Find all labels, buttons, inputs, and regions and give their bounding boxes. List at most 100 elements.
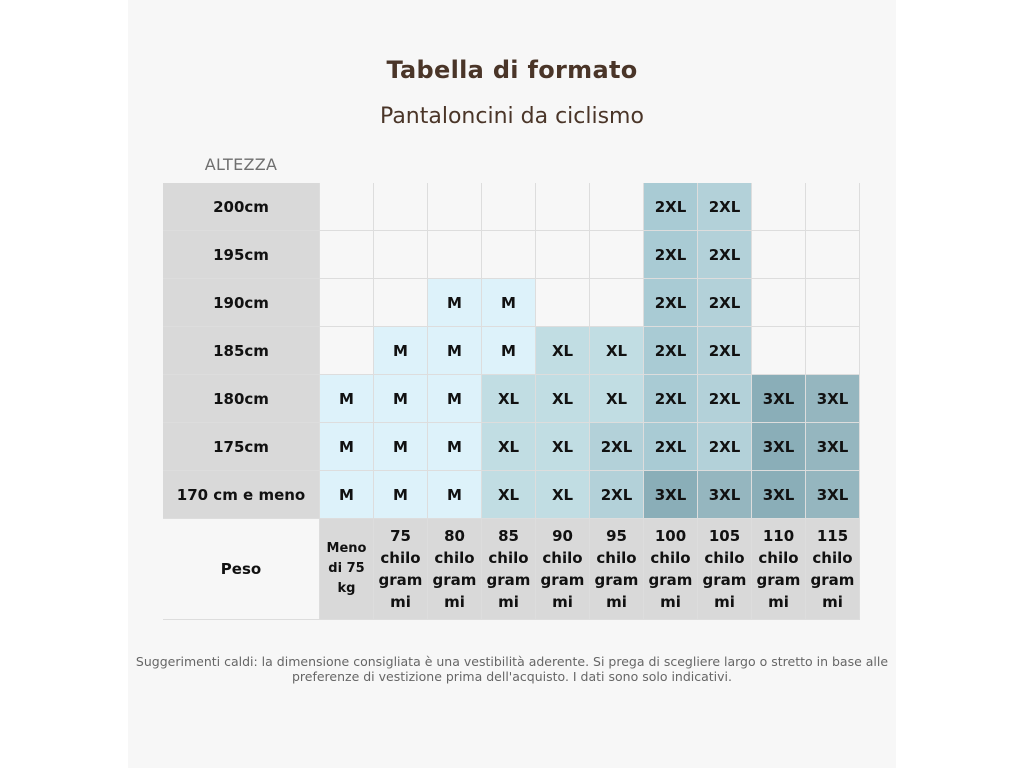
- weight-label: 105 chilo gram mi: [697, 518, 752, 620]
- size-cell: 2XL: [697, 183, 752, 231]
- size-cell: M: [373, 422, 428, 471]
- height-label: 170 cm e meno: [163, 470, 320, 519]
- size-cell: M: [427, 422, 482, 471]
- height-label: 180cm: [163, 374, 320, 423]
- height-label: 185cm: [163, 326, 320, 375]
- size-cell: M: [427, 278, 482, 327]
- height-label: 195cm: [163, 230, 320, 279]
- size-cell: 2XL: [697, 326, 752, 375]
- size-cell: 3XL: [751, 422, 806, 471]
- footnote: Suggerimenti caldi: la dimensione consig…: [135, 654, 889, 684]
- size-cell: 3XL: [805, 374, 860, 423]
- size-cell: 2XL: [643, 230, 698, 279]
- weight-label: 100 chilo gram mi: [643, 518, 698, 620]
- size-cell: XL: [589, 326, 644, 375]
- size-cell: [535, 278, 590, 327]
- size-cell: XL: [535, 470, 590, 519]
- height-label: 190cm: [163, 278, 320, 327]
- size-cell: 2XL: [643, 183, 698, 231]
- size-cell: [535, 230, 590, 279]
- weight-label: 90 chilo gram mi: [535, 518, 590, 620]
- size-cell: [805, 183, 860, 231]
- size-cell: 3XL: [697, 470, 752, 519]
- size-cell: XL: [535, 422, 590, 471]
- weight-label: 95 chilo gram mi: [589, 518, 644, 620]
- size-cell: M: [319, 374, 374, 423]
- table-row: 200cm 2XL 2XL: [163, 183, 860, 231]
- size-cell: [319, 183, 374, 231]
- size-cell: 2XL: [697, 278, 752, 327]
- size-cell: [589, 278, 644, 327]
- size-cell: M: [427, 470, 482, 519]
- size-cell: [751, 183, 806, 231]
- size-cell: [535, 183, 590, 231]
- size-cell: [751, 230, 806, 279]
- size-cell: [319, 230, 374, 279]
- size-cell: [373, 230, 428, 279]
- table-row: 180cm M M M XL XL XL 2XL 2XL 3XL 3XL: [163, 374, 860, 423]
- size-cell: [319, 278, 374, 327]
- weight-label: 80 chilo gram mi: [427, 518, 482, 620]
- size-cell: 2XL: [643, 422, 698, 471]
- size-cell: XL: [481, 374, 536, 423]
- size-cell: 3XL: [751, 374, 806, 423]
- size-cell: [805, 230, 860, 279]
- page-title: Tabella di formato: [386, 56, 638, 84]
- size-cell: [481, 230, 536, 279]
- weight-label: 115 chilo gram mi: [805, 518, 860, 620]
- size-cell: [589, 183, 644, 231]
- size-cell: 2XL: [697, 422, 752, 471]
- size-cell: XL: [481, 470, 536, 519]
- weight-label: 85 chilo gram mi: [481, 518, 536, 620]
- size-cell: M: [427, 374, 482, 423]
- size-cell: XL: [535, 374, 590, 423]
- size-cell: M: [373, 326, 428, 375]
- table-row: 170 cm e meno M M M XL XL 2XL 3XL 3XL 3XL 3XL: [163, 470, 860, 519]
- size-cell: 2XL: [589, 422, 644, 471]
- size-cell: [805, 278, 860, 327]
- size-cell: 3XL: [751, 470, 806, 519]
- size-cell: 3XL: [643, 470, 698, 519]
- size-cell: [805, 326, 860, 375]
- size-cell: [751, 278, 806, 327]
- size-cell: M: [373, 374, 428, 423]
- table-row: 185cm M M M XL XL 2XL 2XL: [163, 326, 860, 375]
- size-cell: 2XL: [643, 326, 698, 375]
- size-cell: 3XL: [805, 470, 860, 519]
- size-cell: [751, 326, 806, 375]
- height-label: 175cm: [163, 422, 320, 471]
- size-cell: [427, 230, 482, 279]
- size-cell: 2XL: [589, 470, 644, 519]
- size-cell: [319, 326, 374, 375]
- size-cell: XL: [535, 326, 590, 375]
- size-cell: [481, 183, 536, 231]
- size-cell: M: [319, 422, 374, 471]
- table-row: 175cm M M M XL XL 2XL 2XL 2XL 3XL 3XL: [163, 422, 860, 471]
- size-cell: 3XL: [805, 422, 860, 471]
- size-cell: 2XL: [643, 374, 698, 423]
- table-row: 195cm 2XL 2XL: [163, 230, 860, 279]
- weight-label: 110 chilo gram mi: [751, 518, 806, 620]
- height-axis-label: ALTEZZA: [204, 155, 278, 174]
- page-subtitle: Pantaloncini da ciclismo: [380, 104, 644, 129]
- size-cell: [589, 230, 644, 279]
- height-label: 200cm: [163, 183, 320, 231]
- size-cell: M: [373, 470, 428, 519]
- table-row: 190cm M M 2XL 2XL: [163, 278, 860, 327]
- size-cell: XL: [481, 422, 536, 471]
- size-cell: M: [481, 326, 536, 375]
- size-cell: M: [481, 278, 536, 327]
- size-cell: 2XL: [697, 230, 752, 279]
- weight-axis-label: Peso: [163, 518, 320, 620]
- size-cell: [427, 183, 482, 231]
- size-cell: [373, 183, 428, 231]
- size-cell: [373, 278, 428, 327]
- size-cell: 2XL: [697, 374, 752, 423]
- weight-label: Meno di 75 kg: [319, 518, 374, 620]
- size-cell: 2XL: [643, 278, 698, 327]
- size-table: 200cm 2XL 2XL 195cm 2XL 2XL 190cm M M 2XL 2XL 185cm…: [163, 183, 860, 620]
- size-cell: M: [319, 470, 374, 519]
- size-cell: XL: [589, 374, 644, 423]
- weight-row: Peso Meno di 75 kg 75 chilo gram mi 80 chilo gram m…: [163, 518, 860, 620]
- size-cell: M: [427, 326, 482, 375]
